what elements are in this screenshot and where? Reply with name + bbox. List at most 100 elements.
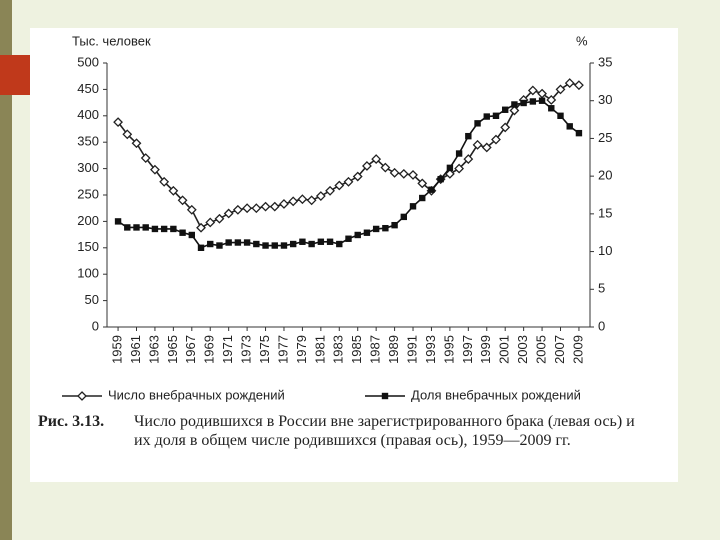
y-tick-label: 500 [77, 54, 99, 69]
point [179, 229, 186, 236]
point [196, 222, 206, 233]
point [260, 201, 271, 212]
caption: Рис. 3.13. Число родившихся в России вне… [38, 412, 638, 450]
point [306, 195, 317, 206]
x-tick-label: 1979 [294, 335, 309, 364]
point [151, 225, 159, 233]
point [555, 84, 566, 95]
point [566, 123, 573, 130]
point [465, 132, 472, 140]
point [454, 163, 465, 174]
point [205, 217, 216, 228]
x-tick-label: 2009 [570, 335, 585, 364]
point [216, 242, 223, 249]
point [279, 199, 289, 209]
point [251, 203, 262, 214]
x-tick-label: 1973 [239, 335, 254, 364]
point [242, 203, 253, 214]
point [159, 176, 170, 187]
point [417, 178, 428, 189]
point [262, 242, 269, 249]
point [214, 213, 225, 224]
point [371, 154, 382, 165]
point [142, 224, 149, 231]
y-tick-label: 50 [85, 292, 99, 307]
point [280, 242, 288, 249]
y2-tick-label: 35 [598, 54, 612, 69]
point [382, 224, 389, 232]
point [186, 204, 197, 215]
point [500, 122, 511, 133]
point [131, 138, 142, 149]
y-tick-label: 250 [77, 186, 99, 201]
x-tick-label: 1987 [368, 335, 383, 364]
y2-tick-label: 20 [598, 168, 612, 183]
y-tick-label: 100 [77, 266, 99, 281]
y-tick-label: 0 [92, 318, 99, 333]
point [170, 225, 177, 233]
y-tick-label: 150 [77, 239, 99, 254]
point [232, 204, 243, 215]
caption-text: Число родившихся в России вне зарегистри… [134, 413, 635, 449]
point [124, 224, 131, 231]
y2-tick-label: 10 [598, 243, 612, 258]
accent-block [0, 55, 30, 95]
x-tick-label: 1997 [460, 335, 475, 364]
legend-marker [77, 391, 87, 401]
point [326, 238, 334, 245]
point [548, 105, 555, 112]
y-tick-label: 200 [77, 213, 99, 228]
point [527, 85, 538, 96]
point [133, 224, 140, 231]
x-tick-label: 2001 [497, 335, 512, 364]
point [574, 80, 584, 91]
point [288, 196, 299, 207]
y-axis-label: Тыс. человек [72, 33, 151, 48]
point [491, 134, 501, 145]
y-tick-label: 350 [77, 134, 99, 149]
point [538, 97, 546, 104]
point [334, 180, 345, 191]
y2-tick-label: 30 [598, 92, 612, 107]
point [389, 167, 400, 178]
point [336, 240, 343, 248]
x-tick-label: 1989 [386, 335, 401, 364]
point [511, 101, 518, 108]
y2-tick-label: 25 [598, 130, 612, 145]
point [168, 185, 179, 196]
point [529, 98, 537, 105]
point [520, 99, 527, 107]
y2-axis-label: % [576, 33, 588, 48]
point [150, 164, 160, 175]
x-tick-label: 1967 [183, 335, 198, 364]
point [188, 231, 196, 239]
x-tick-label: 2005 [534, 335, 549, 364]
y2-tick-label: 15 [598, 205, 612, 220]
caption-number: Рис. 3.13. [38, 413, 105, 430]
x-tick-label: 1959 [109, 335, 124, 364]
point [325, 185, 335, 196]
point [372, 225, 380, 233]
point [271, 242, 278, 249]
point [437, 175, 444, 183]
point [343, 176, 354, 187]
x-tick-label: 1969 [202, 335, 217, 364]
point [474, 120, 481, 127]
point [114, 218, 122, 225]
point [444, 168, 455, 179]
point [354, 231, 361, 239]
point [269, 201, 280, 212]
point [223, 208, 234, 219]
point [297, 194, 308, 205]
y-tick-label: 300 [77, 160, 99, 175]
x-tick-label: 1995 [441, 335, 456, 364]
point [463, 154, 474, 165]
x-tick-label: 1975 [257, 335, 272, 364]
point [317, 238, 325, 245]
point [253, 240, 260, 248]
point [446, 164, 454, 172]
x-tick-label: 1999 [478, 335, 493, 364]
y2-tick-label: 5 [598, 281, 605, 296]
point [472, 139, 483, 150]
point [363, 229, 371, 236]
